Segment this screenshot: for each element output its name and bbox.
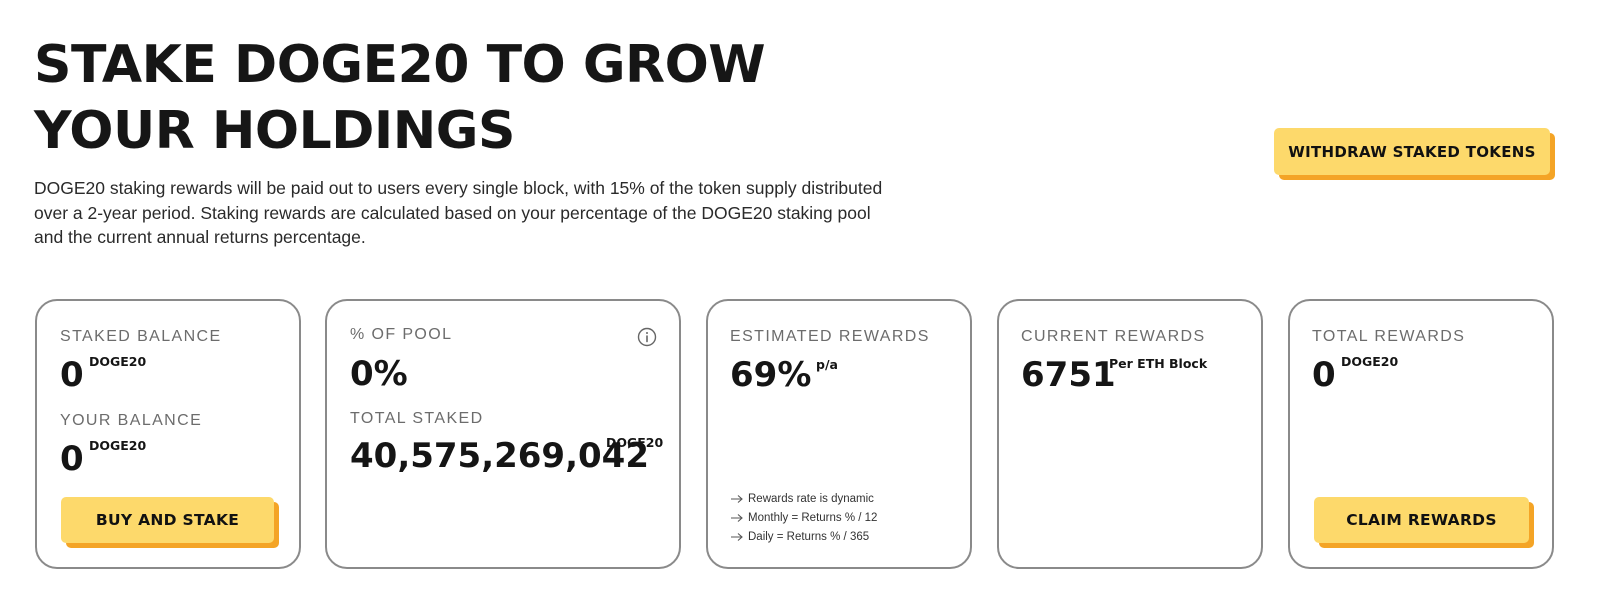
total-staked-value: 40,575,269,042 — [350, 436, 649, 476]
percent-of-pool-label: % OF POOL — [350, 326, 453, 343]
percent-of-pool-value: 0% — [350, 354, 408, 394]
page-title: STAKE DOGE20 TO GROW YOUR HOLDINGS — [34, 32, 794, 164]
balance-card: STAKED BALANCE 0 DOGE20 YOUR BALANCE 0 D… — [35, 299, 301, 569]
rewards-notes: Rewards rate is dynamic Monthly = Return… — [730, 489, 877, 546]
total-staked-unit: DOGE20 — [606, 435, 664, 450]
staked-balance-unit: DOGE20 — [89, 354, 147, 369]
current-rewards-card: CURRENT REWARDS 6751 Per ETH Block — [997, 299, 1263, 569]
current-rewards-label: CURRENT REWARDS — [1021, 328, 1206, 345]
total-rewards-unit: DOGE20 — [1341, 354, 1399, 369]
staked-balance-value: 0 — [60, 355, 84, 395]
estimated-rewards-card: ESTIMATED REWARDS 69% p/a Rewards rate i… — [706, 299, 972, 569]
arrow-right-icon — [731, 513, 743, 522]
estimated-rewards-unit: p/a — [816, 357, 838, 372]
buy-and-stake-button[interactable]: BUY AND STAKE — [61, 497, 274, 543]
total-rewards-value: 0 — [1312, 355, 1336, 395]
claim-rewards-button[interactable]: CLAIM REWARDS — [1314, 497, 1529, 543]
total-rewards-label: TOTAL REWARDS — [1312, 328, 1466, 345]
page-title-line2: YOUR HOLDINGS — [34, 101, 515, 161]
current-rewards-value: 6751 — [1021, 355, 1116, 395]
page-title-line1: STAKE DOGE20 TO GROW — [34, 35, 766, 95]
estimated-rewards-label: ESTIMATED REWARDS — [730, 328, 930, 345]
note-text: Monthly = Returns % / 12 — [748, 511, 878, 524]
note-item: Rewards rate is dynamic — [730, 489, 877, 508]
total-rewards-card: TOTAL REWARDS 0 DOGE20 CLAIM REWARDS — [1288, 299, 1554, 569]
pool-card: % OF POOL 0% TOTAL STAKED 40,575,269,042… — [325, 299, 681, 569]
info-circle-icon[interactable] — [637, 327, 657, 347]
note-item: Monthly = Returns % / 12 — [730, 508, 877, 527]
estimated-rewards-value: 69% — [730, 355, 812, 395]
arrow-right-icon — [731, 532, 743, 541]
total-staked-label: TOTAL STAKED — [350, 410, 484, 427]
current-rewards-unit: Per ETH Block — [1109, 356, 1208, 371]
note-text: Rewards rate is dynamic — [748, 492, 874, 505]
your-balance-value: 0 — [60, 439, 84, 479]
arrow-right-icon — [731, 494, 743, 503]
intro-description: DOGE20 staking rewards will be paid out … — [34, 178, 883, 247]
your-balance-label: YOUR BALANCE — [60, 412, 203, 429]
your-balance-unit: DOGE20 — [89, 438, 147, 453]
note-text: Daily = Returns % / 365 — [748, 530, 870, 543]
note-item: Daily = Returns % / 365 — [730, 527, 877, 546]
staked-balance-label: STAKED BALANCE — [60, 328, 222, 345]
withdraw-staked-tokens-button[interactable]: WITHDRAW STAKED TOKENS — [1274, 128, 1550, 175]
